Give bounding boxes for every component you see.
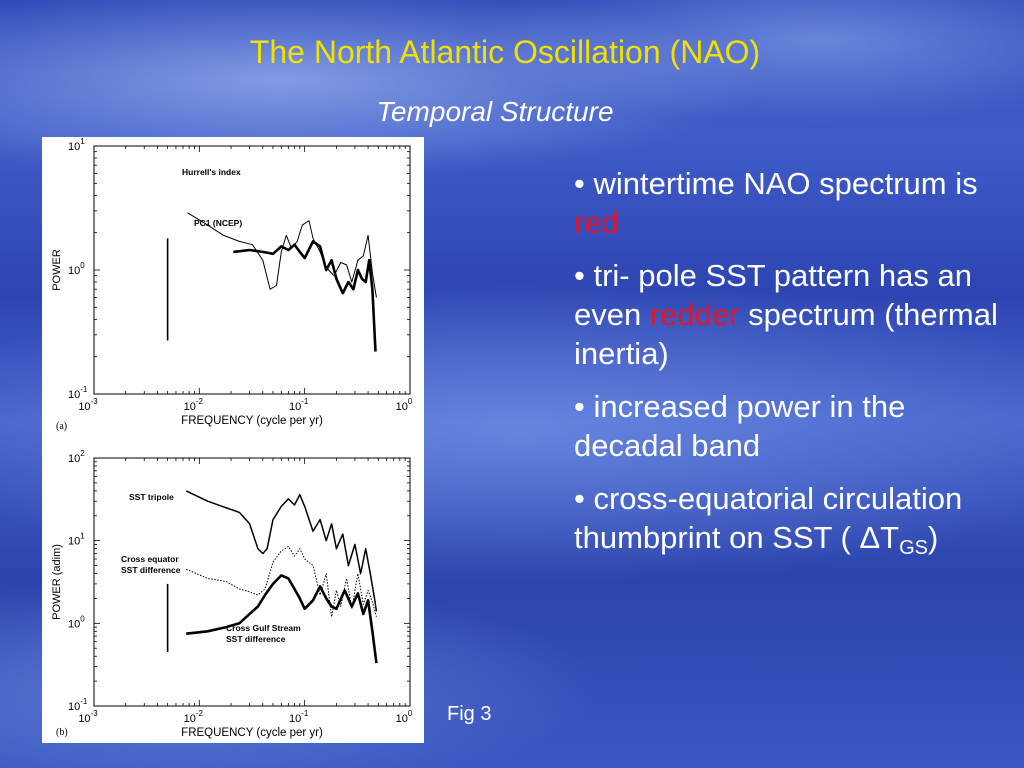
- bullet-2: • tri- pole SST pattern has an even redd…: [574, 256, 1014, 373]
- y-tick-label: 10-1: [68, 385, 88, 401]
- bullet-1-part-1: • wintertime NAO spectrum is: [574, 166, 978, 201]
- x-tick-label: 10-2: [184, 709, 204, 725]
- x-tick-label: 10-1: [289, 709, 309, 725]
- bullet-4: • cross-equatorial circulation thumbprin…: [574, 479, 1014, 568]
- x-tick-label-exp: -1: [301, 397, 309, 406]
- series-label: SST tripole: [129, 492, 174, 502]
- y-tick-label: 102: [68, 449, 85, 465]
- x-tick-label-base: 10: [184, 401, 196, 413]
- y-tick-label-base: 10: [68, 389, 80, 401]
- bullet-2-part-2: redder: [649, 297, 740, 332]
- x-tick-label: 100: [396, 709, 413, 725]
- bullet-list: • wintertime NAO spectrum is red • tri- p…: [574, 164, 1014, 582]
- y-tick-label-exp: -1: [80, 697, 88, 706]
- series-label: Cross Gulf Stream SST difference: [226, 623, 301, 644]
- x-tick-label-base: 10: [396, 401, 408, 413]
- y-axis-label: POWER (adim): [51, 544, 63, 620]
- series-label: Hurrell's index: [182, 167, 241, 177]
- series-label-line: Cross equator: [121, 554, 179, 564]
- x-tick-label-base: 10: [289, 713, 301, 725]
- x-tick-label: 10-2: [184, 397, 204, 413]
- bullet-4-part-2: GS: [899, 537, 928, 559]
- bullet-1-part-2: red: [574, 205, 619, 240]
- x-tick-label-exp: 0: [408, 709, 413, 718]
- x-tick-label: 10-3: [78, 397, 98, 413]
- plot-frame: [93, 145, 411, 395]
- panel-label: (b): [56, 727, 68, 738]
- x-tick-label-exp: -3: [91, 397, 99, 406]
- y-axis-label: POWER: [51, 249, 63, 291]
- slide-title: The North Atlantic Oscillation (NAO): [249, 34, 761, 70]
- y-tick-label-exp: 2: [80, 449, 85, 458]
- y-tick-label: 101: [68, 532, 85, 548]
- series-label-line: SST tripole: [129, 492, 174, 502]
- series-line-hurrell-s-index: [187, 212, 377, 298]
- x-tick-label: 10-1: [289, 397, 309, 413]
- y-tick-label-base: 10: [68, 701, 80, 713]
- series-label-line: SST difference: [121, 565, 181, 575]
- series-label-line: PC1 (NCEP): [194, 218, 242, 228]
- y-tick-label-base: 10: [68, 536, 80, 548]
- x-axis-label: FREQUENCY (cycle per yr): [181, 727, 323, 739]
- series-label: Cross equator SST difference: [121, 554, 181, 575]
- bullet-4-part-3: ): [928, 520, 939, 555]
- spectrum-figure: 10-3 10-2 10-1 100 10-1 100 101 FREQUENCY (cycl…: [42, 137, 424, 743]
- bullet-3-part-1: • increased power in the decadal band: [574, 389, 906, 463]
- series-line-cross-equator-sst-difference: [186, 546, 377, 618]
- x-tick-label: 100: [396, 397, 413, 413]
- x-tick-label: 10-3: [78, 709, 98, 725]
- y-tick-label-base: 10: [68, 141, 80, 153]
- plot-frame: [93, 457, 411, 707]
- x-tick-label-exp: -3: [91, 709, 99, 718]
- y-tick-label-base: 10: [68, 453, 80, 465]
- bullet-3: • increased power in the decadal band: [574, 387, 1014, 465]
- series-line-sst-tripole: [185, 490, 378, 612]
- x-tick-label-base: 10: [78, 401, 90, 413]
- series-label-line: Hurrell's index: [182, 167, 241, 177]
- x-tick-label-exp: -2: [196, 397, 204, 406]
- y-tick-label-exp: 0: [80, 614, 85, 623]
- y-tick-label-base: 10: [68, 265, 80, 277]
- x-tick-label-base: 10: [78, 713, 90, 725]
- y-tick-label: 100: [68, 614, 85, 630]
- x-tick-label-base: 10: [289, 401, 301, 413]
- x-tick-label-base: 10: [396, 713, 408, 725]
- series-line-cross-gulf-stream-sst-difference: [186, 574, 378, 664]
- y-tick-label-exp: 1: [80, 532, 85, 541]
- x-tick-label-base: 10: [184, 713, 196, 725]
- y-tick-label: 101: [68, 137, 85, 153]
- y-tick-label-base: 10: [68, 618, 80, 630]
- figure-caption: Fig 3: [447, 703, 492, 725]
- x-tick-label-exp: 0: [408, 397, 413, 406]
- x-tick-label-exp: -2: [196, 709, 204, 718]
- bullet-2-part-3: spectrum (thermal inertia): [574, 297, 998, 371]
- y-tick-label-exp: 0: [80, 261, 85, 270]
- series-label: PC1 (NCEP): [194, 218, 242, 228]
- y-tick-label: 100: [68, 261, 85, 277]
- series-line-pc1-ncep-: [233, 240, 377, 352]
- y-tick-label-exp: 1: [80, 137, 85, 146]
- series-label-line: SST difference: [226, 634, 286, 644]
- bullet-2-part-1: • tri- pole SST pattern has an even: [574, 258, 972, 332]
- bullet-1: • wintertime NAO spectrum is red: [574, 164, 1014, 242]
- y-tick-label: 10-1: [68, 697, 88, 713]
- bullet-4-part-1: • cross-equatorial circulation thumbprin…: [574, 481, 963, 555]
- panel-label: (a): [56, 421, 67, 432]
- x-tick-label-exp: -1: [301, 709, 309, 718]
- slide-subtitle: Temporal Structure: [376, 96, 614, 127]
- y-tick-label-exp: -1: [80, 385, 88, 394]
- series-label-line: Cross Gulf Stream: [226, 623, 301, 633]
- x-axis-label: FREQUENCY (cycle per yr): [181, 415, 323, 427]
